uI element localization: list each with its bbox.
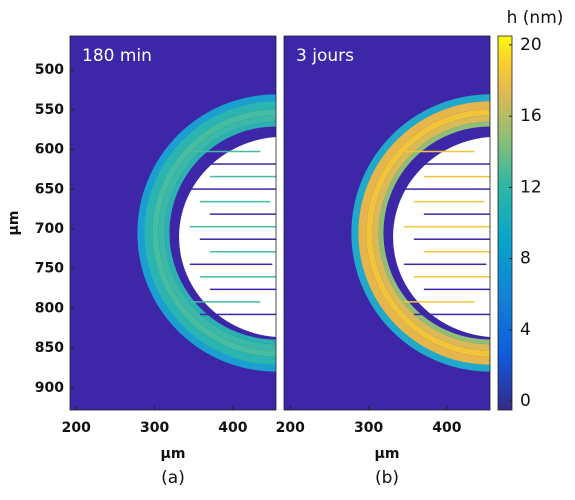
y-tick-label: 850 bbox=[35, 340, 64, 356]
panel-label: 180 min bbox=[82, 46, 152, 66]
film-streak bbox=[413, 200, 485, 203]
film-ring bbox=[351, 94, 490, 372]
colorbar-tick-label: 8 bbox=[520, 249, 531, 269]
film-streak bbox=[403, 263, 487, 266]
y-tick-label: 800 bbox=[35, 300, 64, 316]
colorbar-tick-label: 12 bbox=[520, 177, 542, 197]
film-streak bbox=[189, 263, 273, 266]
film-streak bbox=[189, 188, 276, 190]
colorbar-label: h (nm) bbox=[507, 8, 564, 28]
film-streak bbox=[199, 163, 276, 165]
caption: (b) bbox=[375, 468, 399, 488]
dewetted-zone bbox=[179, 137, 276, 337]
colorbar bbox=[497, 35, 513, 411]
film-streak bbox=[403, 225, 490, 228]
film-streak bbox=[413, 163, 490, 165]
film-ring bbox=[137, 94, 276, 372]
film-ring bbox=[164, 121, 276, 345]
film-streak bbox=[413, 313, 490, 316]
colorbar-tick-label: 4 bbox=[520, 320, 531, 340]
film-ring bbox=[378, 121, 490, 345]
panel-frame bbox=[69, 35, 277, 411]
x-tick-label: 300 bbox=[140, 420, 169, 436]
colorbar-tick-label: 16 bbox=[520, 106, 542, 126]
film-streak bbox=[209, 175, 276, 178]
film-streak bbox=[199, 238, 276, 240]
panel-label: 3 jours bbox=[296, 46, 354, 66]
film-streak bbox=[403, 188, 490, 190]
film-streak bbox=[423, 288, 490, 291]
film-streak bbox=[189, 225, 276, 228]
x-tick-label: 400 bbox=[218, 420, 247, 436]
film-streak bbox=[403, 301, 475, 303]
x-tick-label: 400 bbox=[432, 420, 461, 436]
film-streak bbox=[423, 213, 490, 215]
y-tick-label: 650 bbox=[35, 181, 64, 197]
heatmap bbox=[70, 36, 276, 410]
caption: (a) bbox=[161, 468, 185, 488]
film-ring bbox=[366, 109, 490, 357]
film-streak bbox=[413, 238, 490, 240]
film-streak bbox=[199, 200, 271, 203]
y-tick-label: 900 bbox=[35, 380, 64, 396]
film-streak bbox=[423, 175, 490, 178]
x-axis-label: µm bbox=[375, 446, 400, 462]
x-axis-label: µm bbox=[161, 446, 186, 462]
heatmap bbox=[284, 36, 490, 410]
film-streak bbox=[209, 251, 276, 253]
colorbar-tick-label: 20 bbox=[520, 35, 542, 55]
film-streak bbox=[423, 251, 490, 253]
film-streak bbox=[209, 213, 276, 215]
film-streak bbox=[209, 288, 276, 291]
film-streak bbox=[189, 150, 261, 153]
x-tick-label: 200 bbox=[62, 420, 91, 436]
film-streak bbox=[403, 150, 475, 153]
y-tick-label: 500 bbox=[35, 62, 64, 78]
film-ring bbox=[144, 101, 276, 365]
film-streak bbox=[189, 301, 261, 303]
y-tick-label: 700 bbox=[35, 221, 64, 237]
x-tick-label: 200 bbox=[276, 420, 305, 436]
y-tick-label: 550 bbox=[35, 102, 64, 118]
dewetted-zone bbox=[393, 137, 490, 337]
x-tick-label: 300 bbox=[354, 420, 383, 436]
film-streak bbox=[199, 276, 276, 278]
film-ring bbox=[152, 109, 276, 357]
y-tick-label: 750 bbox=[35, 261, 64, 277]
film-streak bbox=[413, 276, 490, 278]
film-streak bbox=[199, 313, 276, 316]
y-axis-label: µm bbox=[6, 211, 22, 236]
film-ring bbox=[358, 101, 490, 365]
panel-frame bbox=[283, 35, 491, 411]
colorbar-tick-label: 0 bbox=[520, 391, 531, 411]
y-tick-label: 600 bbox=[35, 142, 64, 158]
